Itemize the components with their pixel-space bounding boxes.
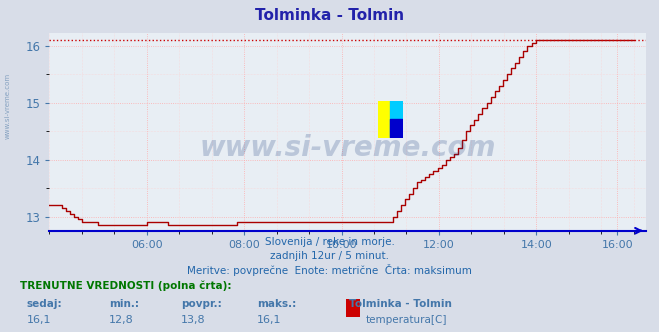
Text: Tolminka - Tolmin: Tolminka - Tolmin	[349, 299, 452, 309]
Text: 16,1: 16,1	[26, 315, 51, 325]
Text: 16,1: 16,1	[257, 315, 281, 325]
Text: www.si-vreme.com: www.si-vreme.com	[5, 73, 11, 139]
Text: zadnjih 12ur / 5 minut.: zadnjih 12ur / 5 minut.	[270, 251, 389, 261]
Text: 12,8: 12,8	[109, 315, 134, 325]
Text: povpr.:: povpr.:	[181, 299, 222, 309]
Text: TRENUTNE VREDNOSTI (polna črta):: TRENUTNE VREDNOSTI (polna črta):	[20, 281, 231, 291]
Text: 13,8: 13,8	[181, 315, 206, 325]
Text: maks.:: maks.:	[257, 299, 297, 309]
Text: temperatura[C]: temperatura[C]	[366, 315, 447, 325]
Text: Tolminka - Tolmin: Tolminka - Tolmin	[255, 8, 404, 23]
Text: Slovenija / reke in morje.: Slovenija / reke in morje.	[264, 237, 395, 247]
Text: Meritve: povprečne  Enote: metrične  Črta: maksimum: Meritve: povprečne Enote: metrične Črta:…	[187, 264, 472, 276]
Text: sedaj:: sedaj:	[26, 299, 62, 309]
Text: www.si-vreme.com: www.si-vreme.com	[200, 134, 496, 162]
Text: min.:: min.:	[109, 299, 139, 309]
